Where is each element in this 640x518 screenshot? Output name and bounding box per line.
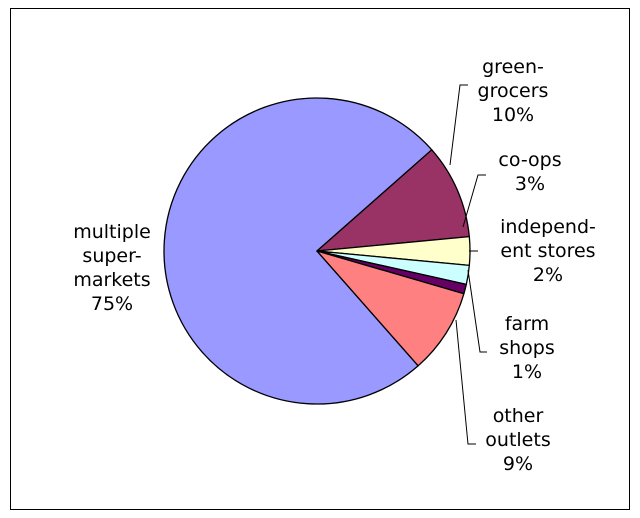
slice-label-1: green-grocers 10%	[478, 56, 549, 126]
leader-line-5	[455, 319, 476, 445]
leader-lines	[449, 84, 487, 445]
pie-slice-1	[316, 149, 470, 252]
pie-slices	[163, 97, 471, 405]
slice-label-line: 1%	[512, 361, 542, 383]
slice-label-line: green-	[482, 56, 544, 78]
slice-label-line: 9%	[503, 453, 533, 475]
slice-label-line: grocers	[478, 80, 549, 102]
slice-label-line: other	[493, 405, 544, 427]
slice-label-line: 2%	[533, 264, 563, 286]
slice-label-line: independ-	[500, 216, 596, 238]
slice-label-line: co-ops	[498, 149, 561, 171]
slice-label-line: 3%	[515, 173, 545, 195]
slice-label-line: farm	[505, 313, 549, 335]
leader-line-2	[462, 174, 486, 228]
slice-label-line: multiple	[73, 221, 151, 243]
slice-labels: multiple super-markets 75% green-grocers 10%…	[73, 56, 596, 475]
slice-label-3: independ-ent stores 2%	[500, 216, 596, 286]
slice-label-5: other outlets 9%	[485, 405, 550, 475]
leader-line-1	[449, 84, 468, 166]
slice-label-line: super-	[82, 245, 141, 267]
slice-label-line: 75%	[91, 293, 133, 315]
slice-label-4: farm shops 1%	[499, 313, 555, 383]
slice-label-line: 10%	[492, 104, 534, 126]
slice-label-line: ent stores	[500, 240, 595, 262]
slice-label-2: co-ops 3%	[498, 149, 561, 195]
slice-label-0: multiple super-markets 75%	[73, 221, 151, 315]
slice-label-line: markets	[73, 269, 150, 291]
pie-slice-0	[163, 97, 433, 405]
slice-label-line: outlets	[485, 429, 550, 451]
leader-line-4	[467, 269, 487, 353]
pie-slice-5	[316, 250, 465, 367]
slice-label-line: shops	[499, 337, 555, 359]
